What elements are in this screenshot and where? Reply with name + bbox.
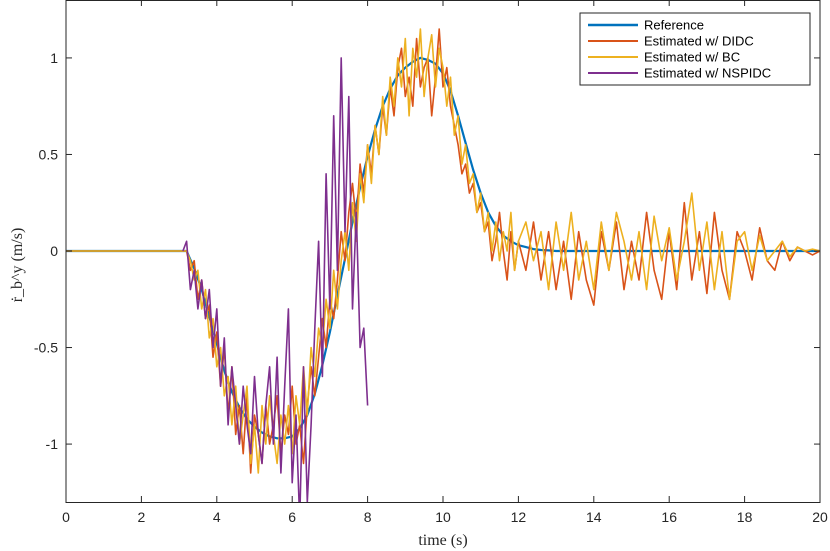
x-tick-label: 0: [62, 509, 70, 525]
x-tick-label: 16: [661, 509, 677, 525]
y-tick-label: 0: [50, 243, 58, 259]
y-tick-label: -1: [46, 436, 59, 452]
series-line-4: [182, 57, 369, 502]
legend-entry: Estimated w/ BC: [644, 50, 740, 65]
y-tick-label: 1: [50, 50, 58, 66]
y-axis: -1 -0.5 0 0.5 1: [34, 50, 820, 452]
x-tick-label: 12: [511, 509, 527, 525]
legend-entry: Estimated w/ NSPIDC: [644, 66, 771, 81]
y-tick-label: -0.5: [34, 340, 58, 356]
legend-entry: Reference: [644, 18, 704, 33]
x-tick-label: 2: [138, 509, 146, 525]
series-line-1: [66, 56, 820, 440]
y-tick-label: 0.5: [39, 146, 59, 162]
x-tick-label: 6: [288, 509, 296, 525]
x-axis: 0 2 4 6 8 10 12 14 16 18 20: [62, 0, 828, 525]
plot-lines: [66, 28, 820, 502]
x-tick-label: 14: [586, 509, 602, 525]
legend-entry: Estimated w/ DIDC: [644, 34, 754, 49]
x-tick-label: 10: [435, 509, 451, 525]
x-tick-label: 20: [812, 509, 828, 525]
x-tick-label: 8: [364, 509, 372, 525]
x-tick-label: 4: [213, 509, 221, 525]
x-axis-label: time (s): [418, 532, 467, 549]
y-axis-label: ṙ_b^y (m/s): [9, 228, 26, 303]
x-tick-label: 18: [737, 509, 753, 525]
